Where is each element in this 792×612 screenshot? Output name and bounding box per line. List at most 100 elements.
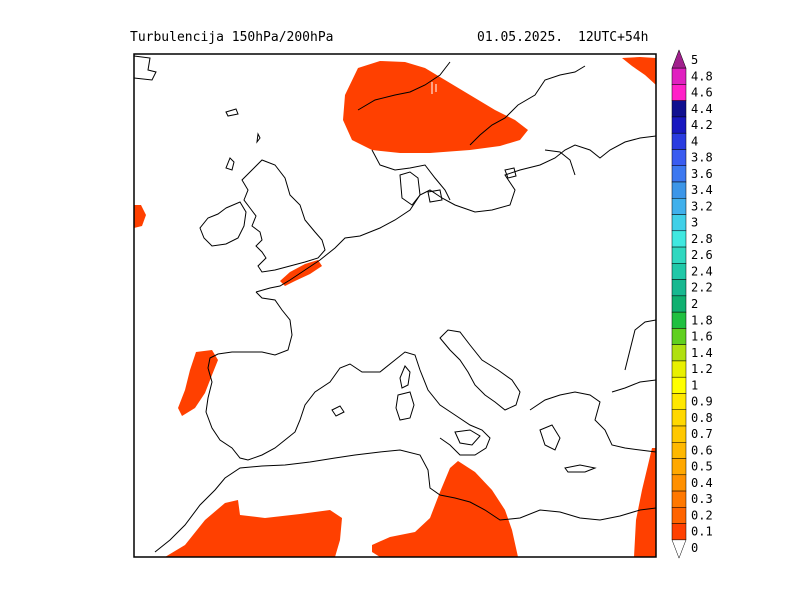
coast-balkans-greece (529, 391, 656, 453)
coast-shetland (256, 132, 261, 144)
legend-swatch (671, 263, 687, 280)
legend-swatch (671, 132, 687, 150)
legend-swatch (671, 376, 687, 394)
coast-great-britain (241, 159, 326, 273)
legend-swatch (671, 230, 687, 248)
legend-label: 4.4 (691, 102, 713, 116)
coast-norway-south (371, 149, 451, 201)
coast-balearic (331, 405, 345, 417)
legend-swatch (671, 328, 687, 345)
legend-swatch (671, 458, 687, 476)
legend-label: 2.6 (691, 248, 713, 262)
legend-label: 3 (691, 216, 698, 230)
legend-label: 0.7 (691, 427, 713, 441)
legend-label: 3.2 (691, 199, 713, 213)
coast-sardinia (395, 391, 415, 421)
legend-swatch (671, 116, 687, 134)
legend-label: 0.8 (691, 411, 713, 425)
field-markers (431, 82, 437, 94)
legend-swatch (671, 295, 687, 313)
legend-swatch (671, 67, 687, 85)
map-title: Turbulencija 150hPa/200hPa (130, 30, 334, 45)
legend-label: 3.8 (691, 151, 713, 165)
legend-label: 0.2 (691, 508, 713, 522)
legend-swatch (671, 279, 687, 297)
legend-swatch (671, 246, 687, 264)
coast-denmark (399, 171, 421, 206)
legend-swatch (671, 442, 687, 459)
legend-label: 4.8 (691, 69, 713, 83)
legend-swatch (671, 360, 687, 378)
legend-label: 3.6 (691, 167, 713, 181)
coast-corsica (399, 365, 411, 389)
legend-label: 5 (691, 53, 698, 67)
legend-swatch (671, 539, 687, 559)
turbulence-fields (134, 57, 656, 557)
forecast-run-time: 12UTC+54h (578, 30, 649, 45)
coast-black-sea (624, 319, 656, 371)
legend-label: 1.8 (691, 313, 713, 327)
legend-swatch (671, 474, 687, 492)
legend-swatch (671, 490, 687, 508)
turbulence-area-levant (634, 448, 656, 557)
legend-swatch (671, 149, 687, 166)
legend-swatch (671, 198, 687, 215)
forecast-date: 01.05.2025. (477, 30, 564, 45)
turbulence-area-north-africa-west (165, 500, 342, 557)
legend-swatch (671, 165, 687, 183)
legend-swatch (671, 344, 687, 362)
legend-label: 4 (691, 134, 698, 148)
legend-label: 2 (691, 297, 698, 311)
turbulence-area-scandinavia (343, 61, 528, 153)
legend-swatch (671, 409, 687, 427)
coast-hebrides (225, 157, 235, 171)
legend-swatch (671, 425, 687, 443)
coast-ireland (199, 201, 247, 247)
turbulence-area-north-africa-central (372, 461, 518, 557)
legend-swatch (671, 49, 687, 69)
legend-swatch (671, 523, 687, 541)
turbulence-area-northeast (622, 57, 656, 85)
legend-swatch (671, 311, 687, 329)
color-legend: 5 4.8 4.6 4.4 4.2 4 3.8 3.6 3.4 3.2 3 2.8 2.6 2.4 2.2 2… (671, 49, 713, 559)
legend-label: 2.2 (691, 281, 713, 295)
legend-label: 2.8 (691, 232, 713, 246)
coast-italy (439, 329, 521, 411)
coast-greece-south (539, 424, 561, 451)
coast-sweden-east (469, 65, 586, 146)
coast-sicily (454, 429, 481, 446)
coast-turkey-west (611, 379, 656, 393)
map-frame (133, 53, 657, 558)
legend-label: 0.4 (691, 476, 713, 490)
legend-label: 0.3 (691, 492, 713, 506)
legend-label: 0.1 (691, 525, 713, 539)
legend-swatch (671, 100, 687, 118)
coast-northwest-corner (134, 55, 157, 81)
legend-label: 3.4 (691, 183, 713, 197)
legend-label: 0.5 (691, 460, 713, 474)
coast-crete (564, 464, 597, 473)
legend-label: 0.6 (691, 443, 713, 457)
legend-label: 1.4 (691, 346, 713, 360)
legend-label: 0 (691, 541, 698, 555)
legend-swatch (671, 84, 687, 101)
legend-label: 4.2 (691, 118, 713, 132)
coast-baltic-islands (504, 167, 517, 179)
legend-swatch (671, 507, 687, 524)
legend-swatch (671, 181, 687, 199)
legend-label: 1.2 (691, 362, 713, 376)
turbulence-area-atlantic-north (134, 205, 146, 228)
legend-label: 0.9 (691, 395, 713, 409)
coast-north-africa (154, 449, 656, 553)
legend-label: 4.6 (691, 86, 713, 100)
coast-continental-europe (255, 135, 656, 293)
legend-label: 1.6 (691, 330, 713, 344)
coastlines (134, 55, 656, 553)
coast-scandinavia (357, 61, 451, 111)
coast-island-northwest (225, 108, 239, 117)
legend-swatch (671, 393, 687, 410)
map-area (134, 55, 656, 557)
legend-label: 1 (691, 378, 698, 392)
coast-france-west (205, 291, 491, 461)
